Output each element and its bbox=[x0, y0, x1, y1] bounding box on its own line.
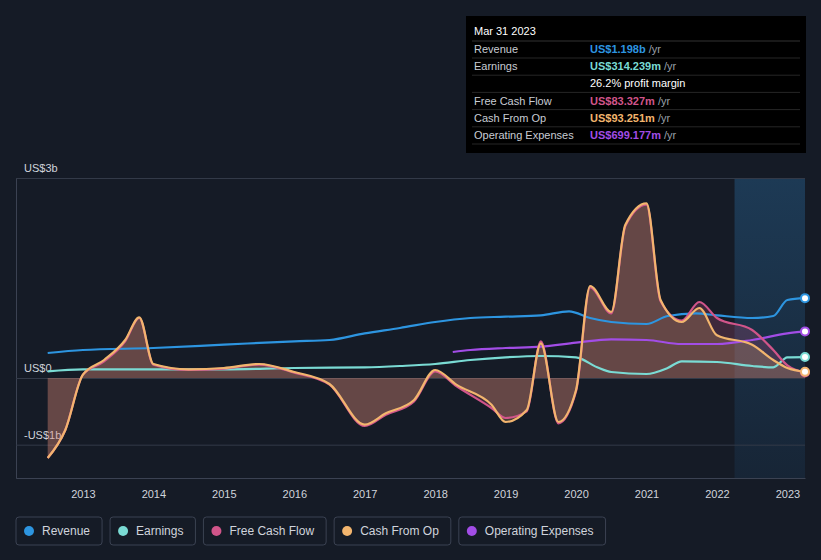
x-tick-label: 2020 bbox=[564, 488, 588, 500]
tooltip-value-text: US$314.239m bbox=[590, 60, 661, 72]
tooltip-unit: /yr bbox=[655, 112, 671, 124]
legend-item[interactable]: Cash From Op bbox=[334, 517, 451, 545]
legend-item[interactable]: Free Cash Flow bbox=[203, 517, 326, 545]
end-point bbox=[801, 294, 809, 302]
tooltip-unit: /yr bbox=[661, 129, 677, 141]
legend-box[interactable] bbox=[16, 517, 102, 545]
legend-swatch bbox=[342, 526, 352, 536]
tooltip-label: Free Cash Flow bbox=[474, 95, 552, 107]
end-point bbox=[801, 353, 809, 361]
series-line bbox=[48, 203, 805, 458]
legend-label: Free Cash Flow bbox=[229, 524, 314, 538]
legend-label: Cash From Op bbox=[360, 524, 439, 538]
tooltip-value-text: US$93.251m bbox=[590, 112, 655, 124]
tooltip-label: Cash From Op bbox=[474, 112, 546, 124]
x-tick: 2016 bbox=[283, 478, 307, 500]
x-tick-label: 2018 bbox=[423, 488, 447, 500]
x-tick: 2015 bbox=[212, 478, 236, 500]
legend-item[interactable]: Revenue bbox=[16, 517, 102, 545]
x-axis-line bbox=[17, 478, 806, 479]
x-tick: 2023 bbox=[776, 478, 800, 500]
x-tick-label: 2015 bbox=[212, 488, 236, 500]
separator bbox=[472, 109, 800, 110]
end-point bbox=[801, 368, 809, 376]
tooltip-value: US$314.239m /yr bbox=[590, 60, 677, 72]
series-line bbox=[48, 298, 805, 353]
grid-line bbox=[16, 178, 805, 179]
x-tick: 2018 bbox=[423, 478, 447, 500]
tooltip-value-text: US$1.198b bbox=[590, 43, 646, 55]
x-tick-label: 2017 bbox=[353, 488, 377, 500]
tooltip-unit: /yr bbox=[646, 43, 662, 55]
tooltip-unit: /yr bbox=[655, 95, 671, 107]
legend-item[interactable]: Earnings bbox=[110, 517, 195, 545]
tooltip: Mar 31 2023 Revenue US$1.198b /yr Earnings U… bbox=[466, 16, 806, 153]
x-tick: 2017 bbox=[353, 478, 377, 500]
x-tick-label: 2016 bbox=[283, 488, 307, 500]
y-tick: -US$1b bbox=[16, 429, 805, 445]
legend-label: Earnings bbox=[136, 524, 183, 538]
tooltip-value-text: 26.2% profit margin bbox=[590, 77, 685, 89]
series-area bbox=[48, 203, 805, 458]
y-tick-label: US$0 bbox=[24, 362, 52, 374]
separator bbox=[472, 75, 800, 76]
x-tick: 2013 bbox=[71, 478, 95, 500]
x-tick: 2021 bbox=[635, 478, 659, 500]
x-tick-label: 2022 bbox=[705, 488, 729, 500]
tooltip-value: US$699.177m /yr bbox=[590, 129, 677, 141]
separator bbox=[472, 126, 800, 127]
legend-swatch bbox=[24, 526, 34, 536]
y-tick-label: US$3b bbox=[24, 162, 58, 174]
grid-line bbox=[16, 445, 805, 446]
x-tick: 2022 bbox=[705, 478, 729, 500]
legend-box[interactable] bbox=[203, 517, 326, 545]
series-line bbox=[48, 205, 805, 458]
plot-area bbox=[48, 203, 809, 458]
legend-label: Operating Expenses bbox=[485, 524, 594, 538]
legend-label: Revenue bbox=[42, 524, 90, 538]
tooltip-title: Mar 31 2023 bbox=[474, 25, 536, 37]
tooltip-value: US$83.327m /yr bbox=[590, 95, 670, 107]
tooltip-label: Revenue bbox=[474, 43, 518, 55]
x-tick-label: 2014 bbox=[142, 488, 166, 500]
series-line bbox=[453, 331, 805, 352]
legend: Revenue Earnings Free Cash Flow Cash From O… bbox=[16, 517, 606, 545]
legend-box[interactable] bbox=[459, 517, 606, 545]
y-tick: US$3b bbox=[16, 162, 805, 178]
tooltip-value-text: US$83.327m bbox=[590, 95, 655, 107]
x-axis: 2013 2014 2015 2016 2017 2018 2019 2020 2021 2022… bbox=[17, 478, 806, 500]
tooltip-value: US$93.251m /yr bbox=[590, 112, 670, 124]
tooltip-value: US$1.198b /yr bbox=[590, 43, 661, 55]
x-tick: 2020 bbox=[564, 478, 588, 500]
chart: -US$1bUS$0US$3b2013201420152016201720182… bbox=[0, 0, 821, 560]
legend-item[interactable]: Operating Expenses bbox=[459, 517, 606, 545]
y-axis: -US$1b US$0 US$3b bbox=[16, 162, 805, 478]
x-tick-label: 2021 bbox=[635, 488, 659, 500]
tooltip-value-text: US$699.177m bbox=[590, 129, 661, 141]
separator bbox=[472, 41, 800, 42]
end-point bbox=[801, 327, 809, 335]
tooltip-unit: /yr bbox=[661, 60, 677, 72]
x-tick-label: 2013 bbox=[71, 488, 95, 500]
x-tick: 2014 bbox=[142, 478, 166, 500]
separator bbox=[472, 58, 800, 59]
y-axis-line bbox=[17, 179, 806, 479]
x-tick-label: 2019 bbox=[494, 488, 518, 500]
end-point bbox=[801, 368, 809, 376]
tooltip-value: 26.2% profit margin bbox=[590, 77, 685, 89]
tooltip-box bbox=[466, 16, 806, 153]
legend-swatch bbox=[467, 526, 477, 536]
legend-swatch bbox=[118, 526, 128, 536]
tooltip-label: Operating Expenses bbox=[474, 129, 574, 141]
tooltip-label: Earnings bbox=[474, 60, 518, 72]
x-tick-label: 2023 bbox=[776, 488, 800, 500]
separator bbox=[472, 144, 800, 145]
x-tick: 2019 bbox=[494, 478, 518, 500]
background bbox=[0, 0, 821, 560]
legend-box[interactable] bbox=[334, 517, 451, 545]
legend-box[interactable] bbox=[110, 517, 195, 545]
legend-swatch bbox=[211, 526, 221, 536]
separator bbox=[472, 92, 800, 93]
